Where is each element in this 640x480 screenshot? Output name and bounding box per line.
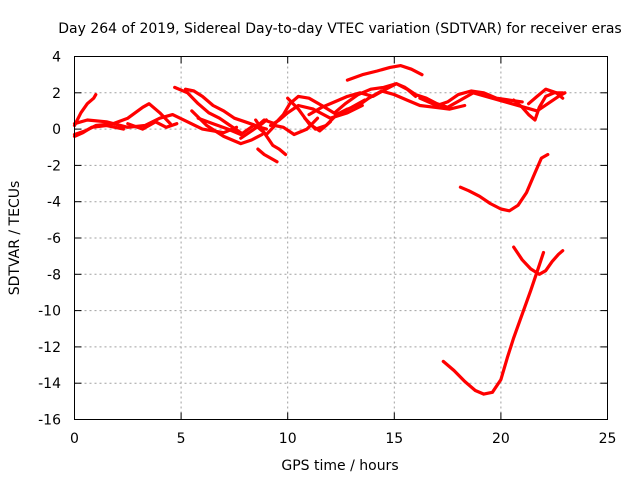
x-tick-label: 25 bbox=[599, 431, 617, 447]
series-line-track-15 bbox=[264, 116, 320, 137]
series-line-track-14 bbox=[269, 103, 364, 128]
y-tick-label: -2 bbox=[47, 158, 61, 174]
grid-layer bbox=[74, 56, 608, 420]
series-line-track-19 bbox=[333, 82, 418, 115]
y-tick-label: -14 bbox=[38, 376, 61, 392]
series-line-track-07 bbox=[183, 87, 266, 135]
x-tick-label: 10 bbox=[279, 431, 297, 447]
series-line-track-20 bbox=[345, 63, 424, 82]
series-line-track-08 bbox=[190, 109, 264, 146]
y-tick-label: -10 bbox=[38, 304, 61, 320]
chart-title: Day 264 of 2019, Sidereal Day-to-day VTE… bbox=[58, 21, 621, 37]
x-axis-label: GPS time / hours bbox=[281, 458, 398, 474]
series-line-track-23 bbox=[512, 91, 565, 122]
y-tick-label: 2 bbox=[52, 86, 61, 102]
series-line-track-04 bbox=[72, 123, 126, 138]
x-tick-label: 5 bbox=[177, 431, 186, 447]
y-tick-label: 0 bbox=[52, 122, 61, 138]
series-line-track-05 bbox=[126, 120, 179, 131]
y-tick-label: -4 bbox=[47, 195, 61, 211]
series-line-track-18 bbox=[307, 82, 567, 117]
tick-layer bbox=[74, 56, 608, 420]
series-line-track-11 bbox=[254, 118, 288, 157]
series-line-track-24 bbox=[526, 87, 565, 106]
y-tick-label: -6 bbox=[47, 231, 61, 247]
series-line-track-17 bbox=[303, 107, 349, 131]
x-tick-label: 15 bbox=[385, 431, 403, 447]
y-tick-label: -12 bbox=[38, 340, 61, 356]
series-line-track-25 bbox=[458, 152, 550, 213]
series-line-track-22 bbox=[418, 89, 524, 108]
y-tick-label: -8 bbox=[47, 267, 61, 283]
y-axis-label: SDTVAR / TECUs bbox=[7, 181, 23, 296]
series-layer bbox=[72, 63, 567, 396]
series-line-track-03 bbox=[72, 112, 239, 135]
y-tick-label: 4 bbox=[52, 50, 61, 66]
x-tick-label: 20 bbox=[492, 431, 510, 447]
y-tick-label: -16 bbox=[38, 413, 61, 429]
series-line-track-01 bbox=[72, 92, 98, 128]
series-line-track-26 bbox=[512, 245, 565, 276]
series-line-track-27 bbox=[441, 250, 546, 396]
x-tick-label: 0 bbox=[70, 431, 79, 447]
series-line-track-12 bbox=[256, 147, 279, 164]
series-line-track-06 bbox=[173, 85, 243, 135]
series-line-track-21 bbox=[354, 89, 467, 111]
